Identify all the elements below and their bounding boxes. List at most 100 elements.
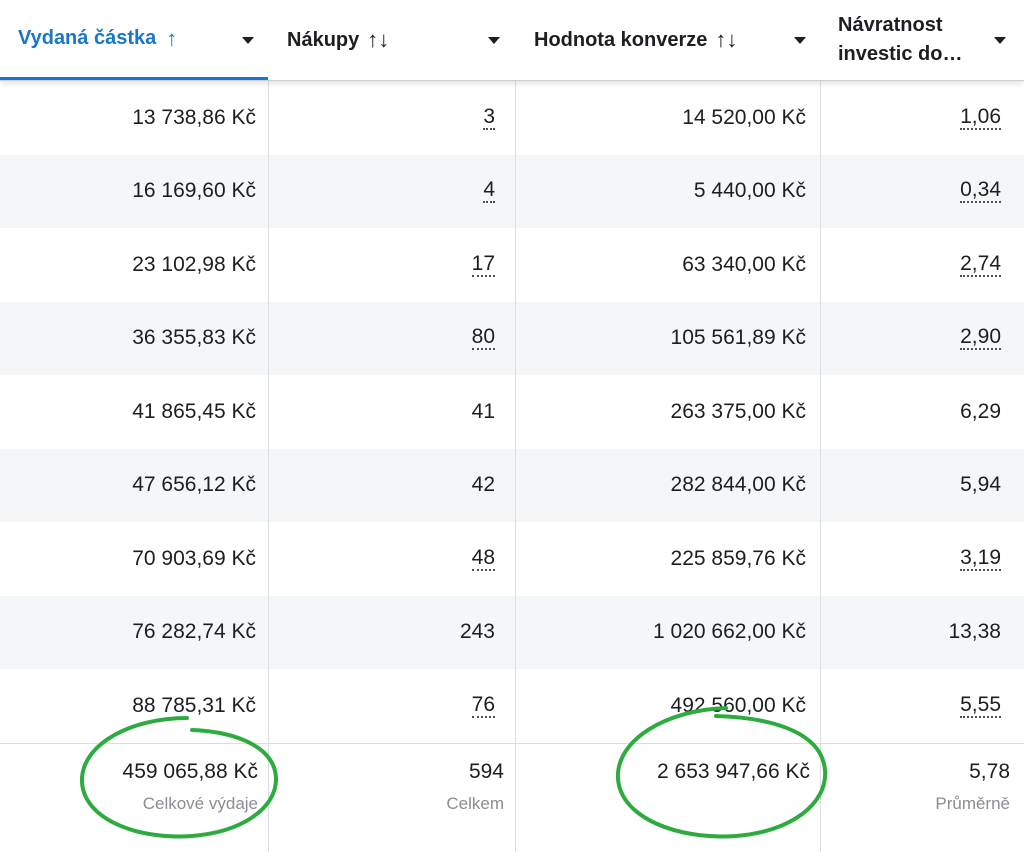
cell-roas-value[interactable]: 3,19 xyxy=(960,545,1001,571)
total-spend-label: Celkové výdaje xyxy=(142,794,258,813)
cell-roas: 5,94 xyxy=(821,449,1001,523)
cell-roas-value[interactable]: 2,74 xyxy=(960,251,1001,277)
cell-roas: 13,38 xyxy=(821,596,1001,670)
cell-roas: 2,90 xyxy=(821,302,1001,376)
table-row: 47 656,12 Kč 42 282 844,00 Kč 5,94 xyxy=(0,448,1024,523)
cell-purchases-value: 243 xyxy=(459,620,495,644)
cell-purchases-value[interactable]: 48 xyxy=(471,545,495,571)
cell-spend: 76 282,74 Kč xyxy=(0,596,256,670)
sort-ascending-icon[interactable]: ↑ xyxy=(166,25,178,51)
cell-purchases: 80 xyxy=(269,302,495,376)
cell-roas-value: 13,38 xyxy=(948,620,1001,644)
column-header-spend-label: Vydaná částka xyxy=(18,27,157,49)
cell-purchases: 48 xyxy=(269,522,495,596)
column-header-roas[interactable]: Návratnost investic do… xyxy=(821,0,1024,80)
column-header-roas-label-line2: investic do… xyxy=(838,43,963,65)
cell-spend: 23 102,98 Kč xyxy=(0,228,256,302)
cell-conversion-value: 14 520,00 Kč xyxy=(516,81,806,155)
cell-conversion-value: 105 561,89 Kč xyxy=(516,302,806,376)
total-purchases-label: Celkem xyxy=(446,794,504,813)
total-spend: 459 065,88 Kč Celkové výdaje xyxy=(0,744,258,852)
cell-roas-value[interactable]: 2,90 xyxy=(960,325,1001,351)
cell-roas-value[interactable]: 5,55 xyxy=(960,692,1001,718)
cell-spend-value: 76 282,74 Kč xyxy=(132,620,256,644)
table-row: 16 169,60 Kč 4 5 440,00 Kč 0,34 xyxy=(0,154,1024,229)
column-header-purchases-label: Nákupy xyxy=(287,28,360,51)
cell-spend-value: 88 785,31 Kč xyxy=(132,693,256,717)
cell-spend-value: 36 355,83 Kč xyxy=(132,326,256,350)
cell-spend-value: 16 169,60 Kč xyxy=(132,179,256,203)
cell-conversion-value-value: 14 520,00 Kč xyxy=(682,105,806,129)
chevron-down-icon[interactable] xyxy=(794,37,806,44)
cell-conversion-value: 225 859,76 Kč xyxy=(516,522,806,596)
cell-spend: 70 903,69 Kč xyxy=(0,522,256,596)
cell-roas: 6,29 xyxy=(821,375,1001,449)
cell-purchases: 3 xyxy=(269,81,495,155)
cell-purchases: 41 xyxy=(269,375,495,449)
sort-icon[interactable]: ↑↓ xyxy=(715,27,738,52)
column-divider xyxy=(515,0,516,852)
column-header-roas-label-line1: Návratnost xyxy=(838,14,943,36)
cell-purchases-value: 42 xyxy=(471,473,495,497)
column-header-conversion-value[interactable]: Hodnota konverze ↑↓ xyxy=(516,0,820,80)
cell-roas: 3,19 xyxy=(821,522,1001,596)
total-conversion-value: 2 653 947,66 Kč xyxy=(516,744,810,852)
cell-roas-value[interactable]: 0,34 xyxy=(960,178,1001,204)
cell-purchases-value[interactable]: 3 xyxy=(483,104,495,130)
column-header-spend[interactable]: Vydaná částka ↑ xyxy=(0,0,268,80)
cell-spend: 88 785,31 Kč xyxy=(0,669,256,743)
cell-spend: 41 865,45 Kč xyxy=(0,375,256,449)
average-roas-value: 5,78 xyxy=(969,760,1010,783)
cell-spend-value: 47 656,12 Kč xyxy=(132,473,256,497)
chevron-down-icon[interactable] xyxy=(488,37,500,44)
cell-roas-value: 6,29 xyxy=(960,399,1001,423)
chevron-down-icon[interactable] xyxy=(242,37,254,44)
cell-purchases: 42 xyxy=(269,449,495,523)
table-row: 41 865,45 Kč 41 263 375,00 Kč 6,29 xyxy=(0,375,1024,449)
cell-conversion-value: 282 844,00 Kč xyxy=(516,449,806,523)
cell-conversion-value-value: 263 375,00 Kč xyxy=(670,399,806,423)
column-divider xyxy=(268,0,269,852)
cell-conversion-value-value: 282 844,00 Kč xyxy=(670,473,806,497)
column-divider xyxy=(820,0,821,852)
cell-purchases: 4 xyxy=(269,155,495,229)
table-header: Vydaná částka ↑ Nákupy ↑↓ Hodnota konver… xyxy=(0,0,1024,81)
hand-drawn-circle-annotation xyxy=(79,716,279,839)
cell-roas: 1,06 xyxy=(821,81,1001,155)
total-purchases-value: 594 xyxy=(468,760,504,783)
chevron-down-icon[interactable] xyxy=(994,37,1006,44)
cell-conversion-value: 1 020 662,00 Kč xyxy=(516,596,806,670)
cell-conversion-value-value: 225 859,76 Kč xyxy=(670,546,806,570)
cell-conversion-value: 63 340,00 Kč xyxy=(516,228,806,302)
cell-conversion-value-value: 5 440,00 Kč xyxy=(693,179,806,203)
hand-drawn-circle-annotation xyxy=(615,706,828,839)
cell-purchases-value: 41 xyxy=(471,399,495,423)
cell-purchases-value[interactable]: 17 xyxy=(471,251,495,277)
table-row: 76 282,74 Kč 243 1 020 662,00 Kč 13,38 xyxy=(0,595,1024,670)
cell-roas-value[interactable]: 1,06 xyxy=(960,104,1001,130)
total-conversion-value-value: 2 653 947,66 Kč xyxy=(657,760,810,783)
cell-conversion-value: 5 440,00 Kč xyxy=(516,155,806,229)
cell-purchases: 76 xyxy=(269,669,495,743)
sort-icon[interactable]: ↑↓ xyxy=(367,27,390,52)
cell-purchases-value[interactable]: 4 xyxy=(483,178,495,204)
cell-conversion-value-value: 1 020 662,00 Kč xyxy=(653,620,806,644)
cell-spend-value: 70 903,69 Kč xyxy=(132,546,256,570)
cell-roas: 5,55 xyxy=(821,669,1001,743)
table-row: 36 355,83 Kč 80 105 561,89 Kč 2,90 xyxy=(0,301,1024,376)
total-purchases: 594 Celkem xyxy=(269,744,504,852)
average-roas: 5,78 Průměrně xyxy=(821,744,1010,852)
totals-row: 459 065,88 Kč Celkové výdaje 594 Celkem … xyxy=(0,743,1024,852)
table-row: 70 903,69 Kč 48 225 859,76 Kč 3,19 xyxy=(0,522,1024,596)
cell-roas: 0,34 xyxy=(821,155,1001,229)
cell-spend-value: 41 865,45 Kč xyxy=(132,399,256,423)
table-row: 23 102,98 Kč 17 63 340,00 Kč 2,74 xyxy=(0,228,1024,302)
column-header-purchases[interactable]: Nákupy ↑↓ xyxy=(269,0,515,80)
cell-purchases-value[interactable]: 76 xyxy=(471,692,495,718)
cell-roas: 2,74 xyxy=(821,228,1001,302)
cell-spend: 16 169,60 Kč xyxy=(0,155,256,229)
table-row: 13 738,86 Kč 3 14 520,00 Kč 1,06 xyxy=(0,81,1024,155)
cell-spend: 36 355,83 Kč xyxy=(0,302,256,376)
cell-purchases-value[interactable]: 80 xyxy=(471,325,495,351)
